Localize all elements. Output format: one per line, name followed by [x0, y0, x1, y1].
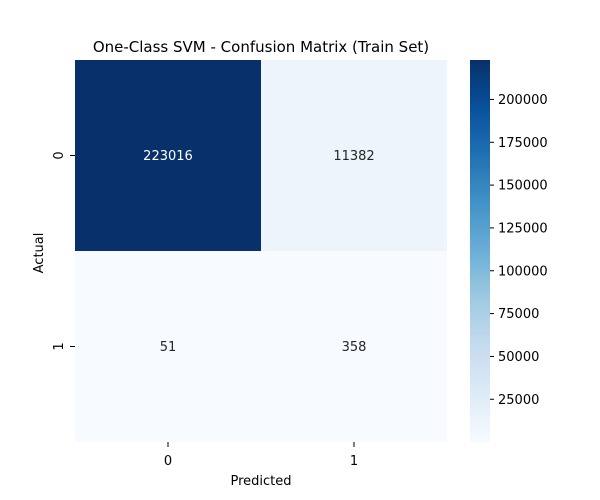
y-tick-label: 1	[52, 342, 67, 350]
colorbar	[470, 60, 490, 442]
heatmap-cell-r1-c1	[261, 251, 447, 442]
x-tick-label: 0	[164, 454, 172, 469]
y-axis-ticks: 01	[52, 151, 75, 351]
y-tick-label: 0	[52, 151, 67, 159]
chart-title: One-Class SVM - Confusion Matrix (Train …	[93, 38, 429, 56]
cell-value-label-r0-c0: 223016	[143, 149, 193, 164]
colorbar-tick-label: 150000	[498, 179, 548, 194]
heatmap-cell-r0-c1	[261, 60, 447, 251]
heatmap-cells	[75, 60, 447, 442]
colorbar-tick-label: 75000	[498, 307, 539, 322]
heatmap-cell-r0-c0	[75, 60, 261, 251]
colorbar-tick-label: 125000	[498, 221, 548, 236]
heatmap-cell-r1-c0	[75, 251, 261, 442]
colorbar-tick-label: 25000	[498, 393, 539, 408]
colorbar-tick-label: 100000	[498, 264, 548, 279]
colorbar-tick-label: 175000	[498, 136, 548, 151]
cell-value-label-r1-c1: 358	[342, 340, 367, 355]
cell-value-label-r1-c0: 51	[160, 340, 177, 355]
cell-value-label-r0-c1: 11382	[333, 149, 374, 164]
colorbar-ticks: 25000 50000 75000 100000 125000 150000 175000 2…	[490, 93, 548, 408]
colorbar-tick-label: 200000	[498, 93, 548, 108]
heatmap-cell-labels: 223016 11382 51 358	[143, 149, 375, 355]
y-axis-label: Actual	[32, 233, 47, 274]
x-axis-label: Predicted	[230, 474, 291, 489]
colorbar-tick-label: 50000	[498, 350, 539, 365]
x-tick-label: 1	[350, 454, 358, 469]
